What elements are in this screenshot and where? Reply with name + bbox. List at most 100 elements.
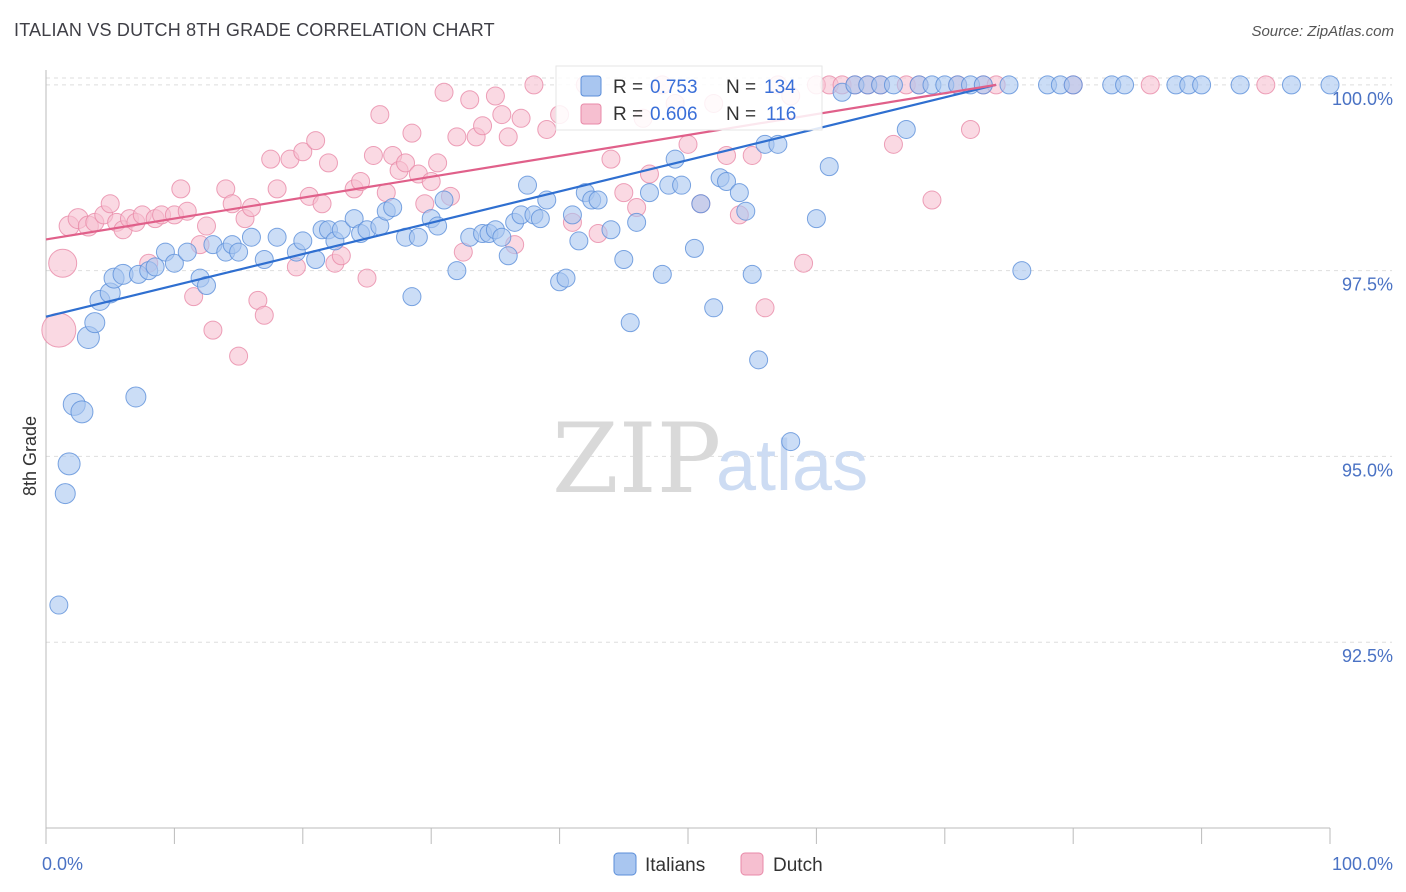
dutch-trend-line (45, 83, 997, 241)
italians-point (614, 250, 634, 269)
dutch-point (357, 268, 377, 288)
dutch-point (498, 127, 518, 147)
italians-points (49, 75, 1340, 615)
italians-point (652, 264, 672, 284)
dutch-point (492, 105, 512, 125)
italians-point (1230, 75, 1250, 95)
italians-point (530, 209, 550, 229)
italians-point (729, 183, 749, 203)
dutch-point (203, 320, 223, 340)
italians-point (1281, 75, 1301, 95)
watermark: ZIP atlas (552, 403, 868, 515)
dutch-point (229, 346, 249, 366)
italians-point (229, 242, 249, 262)
italians-point (1063, 75, 1083, 95)
dutch-point (922, 190, 942, 210)
dutch-point (171, 179, 191, 199)
italians-point (684, 238, 704, 258)
italians-point (54, 483, 76, 505)
legend-italians-label: Italians (645, 855, 705, 876)
y-tick-label: 100.0% (1332, 89, 1393, 109)
series-legend: Italians Dutch (613, 852, 823, 876)
dutch-swatch (580, 103, 602, 125)
dutch-point (100, 194, 120, 214)
italians-point (601, 220, 621, 240)
italians-r-label: R = (613, 77, 643, 98)
dutch-n-label: N = (726, 104, 756, 125)
dutch-point (370, 105, 390, 125)
dutch-point (41, 312, 77, 348)
y-axis-title: 8th Grade (20, 416, 40, 496)
dutch-point (485, 86, 505, 106)
stats-legend: R = 0.753 N = 134 R = 0.606 N = 116 (555, 65, 823, 131)
italians-point (556, 268, 576, 288)
italians-point (569, 231, 589, 251)
italians-point (620, 313, 640, 333)
italians-point (1320, 75, 1340, 95)
italians-point (498, 246, 518, 266)
italians-point (447, 261, 467, 281)
italians-swatch (580, 75, 602, 97)
italians-point (434, 190, 454, 210)
dutch-point (48, 248, 78, 278)
grid (46, 77, 1392, 643)
italians-point (518, 175, 537, 195)
italians-point (704, 298, 724, 318)
italians-point (806, 209, 826, 229)
dutch-point (742, 145, 762, 165)
legend-italians-swatch (613, 852, 637, 876)
italians-point (1192, 75, 1212, 95)
dutch-point (537, 119, 557, 139)
dutch-point (351, 171, 371, 191)
italians-point (588, 190, 608, 210)
dutch-point (473, 116, 493, 136)
italians-point (383, 197, 403, 217)
italians-point (145, 257, 165, 277)
italians-point (781, 432, 801, 452)
dutch-point (601, 149, 621, 169)
italians-point (331, 220, 351, 240)
dutch-point (363, 145, 383, 165)
italians-point (742, 264, 762, 284)
italians-point (999, 75, 1019, 95)
dutch-point (460, 90, 480, 110)
italians-n-value: 134 (764, 77, 796, 98)
italians-point (736, 201, 756, 221)
trend-lines (45, 83, 997, 318)
dutch-point (1140, 75, 1160, 95)
chart-title: ITALIAN VS DUTCH 8TH GRADE CORRELATION C… (14, 20, 495, 40)
dutch-point (254, 305, 274, 325)
italians-point (639, 183, 659, 203)
dutch-r-label: R = (613, 104, 643, 125)
y-tick-label: 92.5% (1342, 646, 1393, 666)
dutch-point (428, 153, 448, 173)
italians-point (672, 175, 692, 195)
italians-point (293, 231, 313, 251)
italians-r-value: 0.753 (650, 77, 698, 98)
dutch-point (434, 82, 454, 102)
dutch-point (184, 287, 204, 307)
italians-trend-line (45, 83, 997, 318)
italians-point (691, 194, 711, 214)
y-tick-label: 95.0% (1342, 460, 1393, 480)
dutch-point (794, 253, 814, 273)
italians-point (84, 312, 106, 334)
italians-n-label: N = (726, 77, 756, 98)
dutch-r-value: 0.606 (650, 104, 698, 125)
italians-point (70, 400, 94, 424)
x-tick-label: 0.0% (42, 854, 83, 874)
italians-point (267, 227, 287, 247)
x-tick-label: 100.0% (1332, 854, 1393, 874)
italians-point (896, 119, 916, 139)
italians-point (492, 227, 512, 247)
dutch-point (293, 142, 313, 162)
italians-point (1115, 75, 1135, 95)
tick-labels: 92.5% 95.0% 97.5% 100.0% 0.0% 100.0% (42, 89, 1393, 874)
italians-point (164, 253, 184, 273)
italians-point (1012, 261, 1032, 281)
axes (45, 70, 1331, 844)
italians-point (749, 350, 769, 370)
italians-point (177, 242, 197, 262)
italians-point (883, 75, 903, 95)
